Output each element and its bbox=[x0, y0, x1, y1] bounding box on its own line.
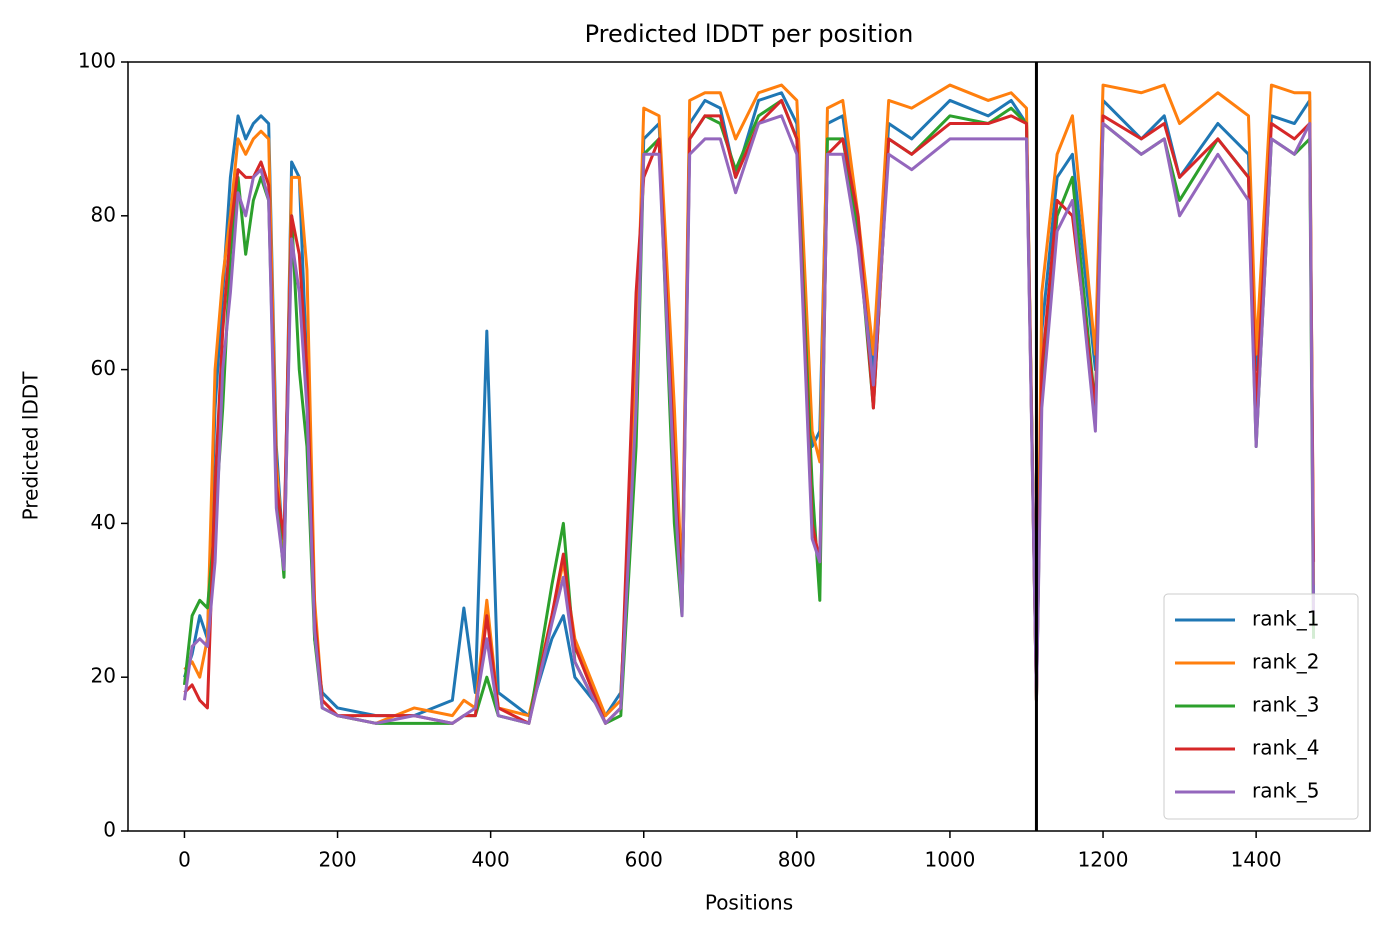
x-tick-label: 0 bbox=[178, 848, 191, 872]
legend-label: rank_2 bbox=[1252, 650, 1319, 674]
legend-label: rank_5 bbox=[1252, 779, 1319, 803]
y-axis-label: Predicted lDDT bbox=[19, 371, 43, 521]
x-axis-label: Positions bbox=[705, 891, 793, 915]
x-tick-label: 400 bbox=[472, 848, 510, 872]
y-tick-label: 0 bbox=[103, 818, 116, 842]
x-tick-label: 1400 bbox=[1231, 848, 1282, 872]
y-tick-label: 20 bbox=[91, 664, 116, 688]
series-line bbox=[183, 98, 1316, 725]
legend-label: rank_1 bbox=[1252, 607, 1319, 631]
x-tick-label: 1200 bbox=[1078, 848, 1129, 872]
y-tick-label: 80 bbox=[91, 202, 116, 226]
legend-label: rank_3 bbox=[1252, 693, 1319, 717]
legend-label: rank_4 bbox=[1252, 736, 1319, 760]
series-line bbox=[183, 83, 1316, 725]
x-tick-label: 200 bbox=[318, 848, 356, 872]
series-line bbox=[183, 91, 1316, 718]
series-line bbox=[182, 114, 1316, 725]
x-tick-label: 600 bbox=[625, 848, 663, 872]
plot-frame bbox=[127, 61, 1371, 832]
y-tick-label: 100 bbox=[78, 49, 116, 73]
chart-title: Predicted lDDT per position bbox=[585, 20, 914, 48]
y-tick-label: 40 bbox=[91, 510, 116, 534]
y-tick-label: 60 bbox=[91, 356, 116, 380]
x-tick-label: 800 bbox=[778, 848, 816, 872]
legend-box bbox=[1163, 593, 1359, 820]
legend: rank_1 rank_2 rank_3 rank_4 rank_5 bbox=[1163, 593, 1359, 820]
x-tick-label: 1000 bbox=[924, 848, 975, 872]
series-line bbox=[182, 98, 1316, 725]
